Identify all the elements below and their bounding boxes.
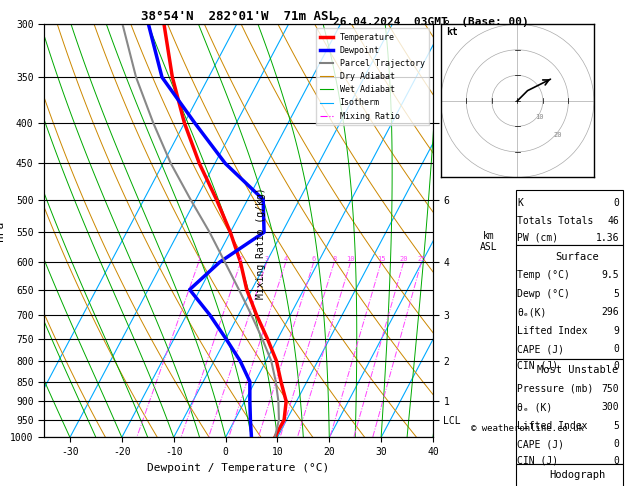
Text: Lifted Index: Lifted Index: [518, 326, 588, 336]
Text: 4: 4: [284, 256, 288, 262]
Text: 3: 3: [265, 256, 269, 262]
Text: K: K: [518, 198, 523, 208]
Y-axis label: km
ASL: km ASL: [480, 231, 498, 252]
Y-axis label: hPa: hPa: [0, 221, 4, 241]
X-axis label: Dewpoint / Temperature (°C): Dewpoint / Temperature (°C): [147, 463, 330, 473]
Bar: [516, 245, 623, 359]
Text: Surface: Surface: [555, 252, 599, 261]
Y-axis label: Mixing Ratio (g/kg): Mixing Ratio (g/kg): [454, 175, 464, 287]
Text: 300: 300: [601, 402, 619, 412]
Text: 5: 5: [613, 421, 619, 431]
Text: CAPE (J): CAPE (J): [518, 345, 564, 354]
Bar: [516, 359, 623, 464]
Text: 750: 750: [601, 384, 619, 394]
Title: 38°54'N  282°01'W  71m ASL: 38°54'N 282°01'W 71m ASL: [141, 10, 336, 23]
Text: Temp (°C): Temp (°C): [518, 270, 571, 280]
Text: 8: 8: [332, 256, 337, 262]
Text: CIN (J): CIN (J): [518, 361, 559, 371]
Text: 20: 20: [554, 132, 562, 138]
Text: Most Unstable: Most Unstable: [537, 365, 618, 375]
Bar: [516, 190, 623, 245]
Text: kt: kt: [446, 27, 458, 36]
Text: 1: 1: [197, 256, 201, 262]
Text: PW (cm): PW (cm): [518, 233, 559, 243]
Text: 6: 6: [311, 256, 316, 262]
Text: 25: 25: [417, 256, 426, 262]
Text: CIN (J): CIN (J): [518, 456, 559, 466]
Text: 9: 9: [613, 326, 619, 336]
Text: 0: 0: [613, 345, 619, 354]
Text: 26.04.2024  03GMT  (Base: 00): 26.04.2024 03GMT (Base: 00): [333, 17, 529, 27]
Text: 46: 46: [607, 216, 619, 226]
Text: 0: 0: [613, 456, 619, 466]
Text: 15: 15: [377, 256, 386, 262]
Text: Dewp (°C): Dewp (°C): [518, 289, 571, 299]
Bar: [516, 464, 623, 486]
Text: 0: 0: [613, 198, 619, 208]
Text: 0: 0: [613, 439, 619, 450]
Text: 10: 10: [535, 114, 544, 120]
Text: θₑ (K): θₑ (K): [518, 402, 553, 412]
Text: 5: 5: [613, 289, 619, 299]
Text: Mixing Ratio (g/kg): Mixing Ratio (g/kg): [256, 187, 266, 299]
Text: 2: 2: [238, 256, 243, 262]
Text: 296: 296: [601, 307, 619, 317]
Text: 10: 10: [347, 256, 355, 262]
Text: 20: 20: [399, 256, 408, 262]
Text: Pressure (mb): Pressure (mb): [518, 384, 594, 394]
Text: Lifted Index: Lifted Index: [518, 421, 588, 431]
Text: CAPE (J): CAPE (J): [518, 439, 564, 450]
Text: 1.36: 1.36: [596, 233, 619, 243]
Text: © weatheronline.co.uk: © weatheronline.co.uk: [471, 424, 584, 434]
Text: 0: 0: [613, 361, 619, 371]
Text: Totals Totals: Totals Totals: [518, 216, 594, 226]
Text: θₑ(K): θₑ(K): [518, 307, 547, 317]
Text: Hodograph: Hodograph: [549, 470, 605, 481]
Text: 9.5: 9.5: [601, 270, 619, 280]
Legend: Temperature, Dewpoint, Parcel Trajectory, Dry Adiabat, Wet Adiabat, Isotherm, Mi: Temperature, Dewpoint, Parcel Trajectory…: [316, 29, 429, 125]
